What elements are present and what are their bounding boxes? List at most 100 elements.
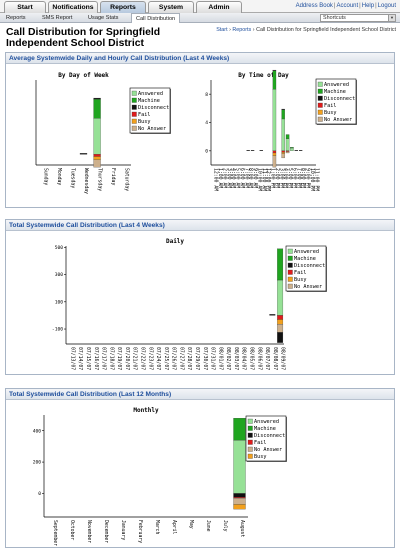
y-tick-label: 400 — [33, 428, 42, 434]
top-navigation: Start Notifications Reports System Admin… — [0, 0, 400, 13]
legend-label: Answered — [138, 91, 163, 97]
x-tick-label: 2:00 PM — [274, 168, 280, 188]
x-tick-label: 07/31/07 — [210, 347, 216, 370]
x-tick-label: 07/24/07 — [155, 347, 161, 370]
panel-average-distribution: Average Systemwide Daily and Hourly Call… — [5, 52, 395, 208]
x-tick-label: September — [52, 520, 58, 546]
tab-admin[interactable]: Admin — [196, 1, 242, 13]
legend-label: Fail — [138, 112, 151, 118]
breadcrumb-reports[interactable]: Reports — [232, 27, 252, 33]
subnav-call-distribution[interactable]: Call Distribution — [131, 13, 181, 23]
x-tick-label: 4:00 AM — [230, 168, 236, 188]
x-tick-label: 07/17/07 — [101, 347, 107, 370]
bar-disconnect — [294, 150, 299, 151]
x-tick-label: August — [239, 520, 245, 537]
bar-no-answer — [281, 153, 285, 159]
bar-fail — [272, 150, 277, 154]
bar-no-answer — [277, 324, 284, 333]
x-tick-label: 08/09/07 — [280, 347, 286, 370]
bar-disconnect — [272, 69, 277, 71]
legend-swatch-no-answer — [287, 283, 293, 289]
subnav-usage-stats[interactable]: Usage Stats — [88, 15, 119, 21]
x-tick-label: 07/22/07 — [139, 347, 145, 370]
legend-swatch-busy — [317, 109, 323, 115]
legend-label: Machine — [294, 256, 316, 262]
legend-swatch-busy — [287, 276, 293, 282]
legend-swatch-answered — [131, 90, 137, 96]
legend-swatch-answered — [247, 418, 253, 424]
x-tick-label: 07/15/07 — [85, 347, 91, 370]
legend-label: Machine — [254, 426, 276, 432]
x-tick-label: 7:00 PM — [296, 168, 302, 188]
x-tick-label: 07/27/07 — [178, 347, 184, 370]
legend-swatch-fail — [247, 439, 253, 445]
bar-busy — [272, 152, 277, 156]
bar-answered — [93, 118, 101, 155]
bar-busy — [277, 319, 284, 325]
link-separator: | — [333, 3, 336, 9]
bar-answered — [272, 89, 277, 151]
x-tick-label: Thursday — [97, 168, 103, 191]
subnav-sms-report[interactable]: SMS Report — [42, 15, 73, 21]
legend-swatch-busy — [247, 453, 253, 459]
logout-link[interactable]: Logout — [377, 3, 396, 9]
y-tick-label: 300 — [55, 272, 64, 278]
legend-label: Busy — [294, 277, 307, 283]
chart-by-day-of-week: By Day of Week Sunday Monday Tuesday Wednesd… — [35, 72, 171, 194]
x-tick-label: November — [86, 520, 92, 543]
chart-daily: Daily 500 300 100 -100 07/13/07 07/14/07 07/15/… — [52, 238, 327, 370]
x-tick-label: 12:00 AM — [213, 168, 219, 191]
x-tick-label: Tuesday — [69, 168, 75, 188]
legend-label: Fail — [324, 103, 337, 109]
x-tick-label: 2:00 AM — [221, 168, 227, 188]
x-tick-label: 1:00 AM — [217, 168, 223, 188]
x-tick-label: 08/02/07 — [225, 347, 231, 370]
x-tick-label: June — [205, 520, 211, 532]
breadcrumb-start[interactable]: Start — [216, 27, 228, 33]
chart-title: Daily — [166, 238, 184, 245]
x-tick-label: 3:00 AM — [226, 168, 232, 188]
y-tick-label: 8 — [205, 92, 208, 98]
x-tick-label: 07/21/07 — [132, 347, 138, 370]
account-link[interactable]: Account — [336, 3, 359, 9]
x-tick-label: 7:00 AM — [243, 168, 249, 188]
x-tick-label: 6:00 PM — [291, 168, 297, 188]
bar-disconnect — [246, 150, 250, 151]
tab-system[interactable]: System — [148, 1, 194, 13]
address-book-link[interactable]: Address Book — [295, 3, 333, 9]
x-tick-label: October — [69, 520, 75, 540]
legend-label: Disconnect — [294, 263, 325, 269]
tab-reports[interactable]: Reports — [100, 1, 146, 13]
legend-swatch-disconnect — [131, 104, 137, 110]
x-tick-label: 10:00 PM — [309, 168, 315, 191]
bar-no-answer — [233, 498, 246, 505]
legend-label: Fail — [294, 270, 307, 276]
tab-start[interactable]: Start — [4, 1, 46, 13]
legend-swatch-machine — [247, 425, 253, 431]
tab-notifications[interactable]: Notifications — [48, 1, 98, 13]
bar-no-answer — [272, 155, 277, 168]
legend-label: Answered — [294, 249, 319, 255]
bar-disconnect — [79, 153, 88, 155]
bar-fail — [277, 315, 284, 320]
bar-answered — [281, 118, 285, 151]
x-tick-label: 11:00 AM — [261, 168, 267, 191]
x-tick-label: 07/19/07 — [116, 347, 122, 370]
panel-title: Average Systemwide Daily and Hourly Call… — [6, 53, 394, 64]
legend-label: Disconnect — [324, 96, 355, 102]
legend-box — [245, 415, 287, 462]
help-link[interactable]: Help — [361, 3, 375, 9]
shortcuts-select[interactable]: Shortcuts ▼ — [320, 14, 396, 22]
bar-machine — [290, 147, 294, 149]
subnav-reports[interactable]: Reports — [6, 15, 26, 21]
monthly-distribution-chart: Monthly 400 200 0 September October November De… — [33, 407, 287, 546]
x-tick-label: 08/05/07 — [248, 347, 254, 370]
x-tick-label: 8:00 AM — [248, 168, 254, 188]
x-tick-label: 07/28/07 — [186, 347, 192, 370]
legend-swatch-disconnect — [287, 262, 293, 268]
bar-disconnect — [281, 108, 285, 110]
x-tick-label: February — [137, 520, 143, 543]
bar-no-answer — [93, 159, 101, 168]
